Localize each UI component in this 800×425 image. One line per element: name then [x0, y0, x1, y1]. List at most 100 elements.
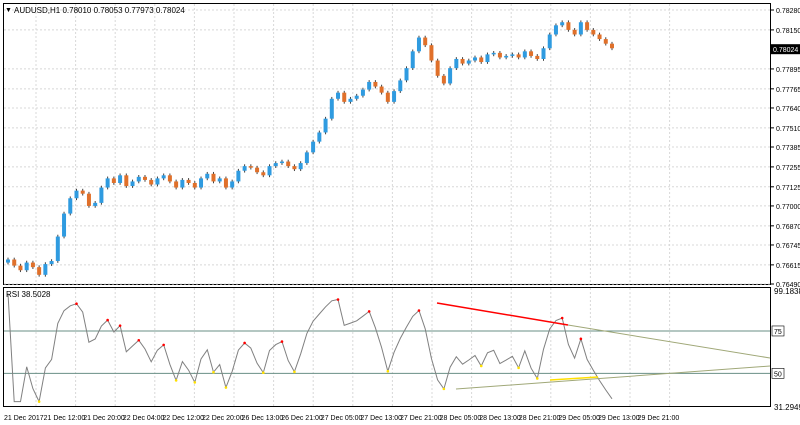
candle-bull	[416, 37, 421, 52]
candle-bull	[578, 22, 583, 35]
candle-bull	[199, 178, 204, 188]
rsi-panel-frame	[3, 287, 771, 407]
candle-bull	[348, 98, 353, 102]
candle-bull	[360, 89, 365, 96]
candle-bear	[186, 179, 191, 183]
rsi-max-label: 99.1838	[774, 287, 800, 296]
time-axis-label: 29 Dec 21:00	[638, 415, 680, 422]
candle-bull	[329, 98, 334, 119]
price-axis-label: 0.77510	[776, 126, 800, 133]
price-axis-label: 0.76490	[776, 282, 800, 289]
candle-bull	[336, 92, 341, 99]
candle-bull	[24, 262, 29, 271]
candle-bull	[161, 175, 166, 179]
candle-bull	[217, 178, 222, 182]
candle-bear	[261, 172, 266, 176]
candle-bull	[236, 170, 241, 182]
rsi-peak-marker	[579, 337, 583, 341]
rsi-peak-marker	[243, 341, 246, 345]
price-panel-frame	[3, 3, 771, 285]
candle-bear	[385, 92, 390, 102]
rsi-trough-marker	[261, 371, 265, 374]
rsi-trough-marker	[224, 386, 228, 389]
price-axis-label: 0.78150	[776, 28, 800, 35]
candle-bear	[603, 39, 608, 44]
candle-bull	[279, 161, 284, 164]
rsi-peak-marker	[417, 309, 421, 312]
candle-bear	[610, 43, 614, 49]
candle-bear	[379, 86, 384, 93]
candle-bear	[497, 52, 502, 58]
candle-bull	[560, 22, 565, 26]
rsi-trough-marker	[479, 364, 483, 368]
candle-bear	[142, 176, 147, 180]
time-axis-label: 21 Dec 20:00	[83, 415, 125, 422]
price-axis-label: 0.77125	[776, 185, 800, 192]
time-axis-label: 26 Dec 21:00	[281, 415, 323, 422]
time-axis-label: 28 Dec 21:00	[519, 415, 561, 422]
candle-bull	[454, 58, 459, 69]
candle-bear	[342, 92, 347, 102]
candle-bull	[304, 152, 309, 164]
price-axis: 0.78280 0.78150 0.78024 0.77895 0.77765 0.776…	[770, 8, 800, 289]
candle-bear	[111, 178, 116, 183]
rsi-indicator: 75 50	[4, 293, 785, 404]
candle-bear	[18, 265, 23, 271]
candle-bull	[367, 81, 372, 90]
candle-bull	[491, 52, 496, 55]
candle-bear	[572, 29, 577, 35]
rsi-title: RSI 38.5028	[6, 290, 51, 299]
trend-lines[interactable]	[436, 302, 771, 390]
candle-bear	[460, 58, 465, 64]
candle-bear	[479, 57, 484, 63]
candle-bull	[504, 55, 509, 58]
trendline-lower[interactable]	[455, 365, 771, 390]
time-axis-label: 28 Dec 13:00	[479, 415, 521, 422]
candlesticks	[6, 20, 614, 277]
chart-title: AUDUSD,H1 0.78010 0.78053 0.77973 0.7802…	[14, 6, 185, 15]
candle-bear	[12, 259, 17, 266]
candle-bull	[130, 181, 135, 187]
candle-bear	[435, 60, 440, 76]
time-axis-label: 27 Dec 13:00	[360, 415, 402, 422]
candle-bull	[298, 163, 303, 170]
rsi-trough-marker	[37, 400, 41, 403]
candle-bear	[429, 45, 434, 61]
trendline-upper-extension[interactable]	[567, 324, 771, 359]
candle-bull	[522, 51, 527, 58]
trendline-yellow[interactable]	[549, 376, 599, 381]
trendline-red[interactable]	[436, 302, 569, 326]
rsi-line	[7, 293, 613, 404]
rsi-peak-marker	[162, 343, 165, 347]
candle-bull	[317, 132, 322, 142]
rsi-peak-marker	[75, 302, 78, 306]
candle-bull	[6, 259, 10, 263]
candle-bear	[292, 166, 297, 170]
chart-menu-icon[interactable]: ▼	[5, 7, 12, 14]
candle-bear	[566, 22, 571, 30]
time-axis-label: 29 Dec 05:00	[558, 415, 600, 422]
rsi-peak-marker	[336, 298, 340, 301]
rsi-level-badge	[771, 325, 785, 337]
price-axis-label: 0.78280	[776, 8, 800, 15]
candle-bear	[373, 81, 378, 87]
rsi-peak-marker	[367, 310, 371, 313]
candle-bull	[205, 173, 210, 179]
price-axis-label: 0.77000	[776, 204, 800, 211]
candle-bull	[404, 68, 409, 81]
rsi-peak-marker	[280, 340, 284, 343]
candle-bull	[62, 213, 67, 237]
candle-bull	[74, 190, 79, 199]
time-axis-label: 22 Dec 12:00	[162, 415, 204, 422]
candle-bull	[155, 178, 160, 185]
candle-bull	[180, 179, 185, 188]
time-axis-label: 21 Dec 12:00	[44, 415, 86, 422]
time-axis-label: 27 Dec 05:00	[321, 415, 363, 422]
candle-bear	[535, 55, 540, 59]
candle-bull	[136, 176, 141, 182]
candle-bear	[149, 179, 154, 185]
rsi-level-label: 75	[774, 329, 782, 336]
candle-bull	[99, 187, 104, 203]
price-axis-label: 0.77255	[776, 165, 800, 172]
